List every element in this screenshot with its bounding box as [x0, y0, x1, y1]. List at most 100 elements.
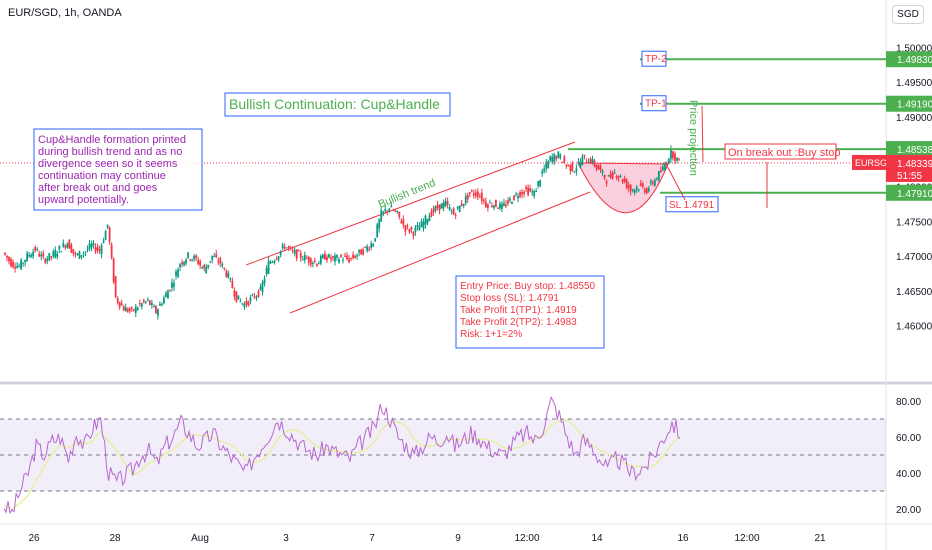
breakout-box[interactable]	[724, 143, 837, 160]
price-tick: 1.49500	[896, 78, 932, 89]
candle-body	[219, 258, 222, 264]
candle-body	[78, 251, 81, 259]
candle-body	[651, 182, 654, 184]
candle-body	[68, 239, 71, 249]
candle-body	[643, 188, 646, 193]
level-label: TP-2	[645, 54, 667, 65]
candle-body	[201, 267, 204, 269]
candle-body	[601, 170, 604, 173]
candle-body	[303, 254, 306, 261]
candle-body	[52, 251, 55, 257]
candle-body	[291, 250, 294, 252]
level-price-badge	[886, 51, 932, 68]
candle-body	[629, 184, 632, 192]
candle-body	[336, 254, 338, 258]
description-line: continuation may continue	[38, 170, 166, 182]
candle-body	[555, 156, 558, 160]
candle-body	[446, 201, 449, 205]
chart-title: Bullish Continuation: Cup&Handle	[229, 96, 440, 112]
candle-body	[245, 301, 248, 305]
candle-body	[448, 207, 451, 210]
candle-body	[545, 162, 548, 169]
candle-body	[60, 251, 63, 253]
rsi-axis[interactable]: 80.00 60.00 40.00 20.00	[896, 397, 921, 516]
candle-body	[464, 196, 467, 204]
candle-body	[30, 254, 33, 258]
description-line: upward potentially.	[38, 194, 129, 206]
candle-body	[499, 203, 501, 209]
candle-body	[360, 249, 363, 255]
candle-body	[38, 253, 41, 257]
candle-body	[233, 290, 236, 297]
candle-body	[167, 290, 169, 299]
candle-body	[603, 174, 606, 179]
candle-body	[271, 261, 274, 263]
cup-handle-shape[interactable]	[577, 162, 669, 214]
candle-body	[398, 211, 401, 217]
candle-body	[428, 215, 431, 222]
time-axis[interactable]: 26 28 Aug 3 7 9 12:00 14 16 12:00 21	[28, 533, 826, 544]
candle-body	[146, 299, 149, 301]
description-box[interactable]	[33, 128, 203, 211]
candle-body	[152, 306, 155, 308]
candle-body	[450, 211, 453, 213]
candle-body	[374, 238, 377, 242]
candle-body	[239, 300, 242, 302]
level-price-label: 1.49190	[897, 100, 932, 111]
candle-body	[98, 249, 101, 251]
candle-body	[191, 259, 194, 261]
candle-body	[637, 189, 640, 191]
candle-body	[557, 151, 560, 158]
projection-label: Price projection	[687, 100, 699, 176]
price-levels[interactable]: TP-2 TP-1 SL 1.4791	[568, 50, 886, 213]
candle-body	[486, 204, 489, 209]
level-price-label: 1.48538	[897, 145, 932, 156]
time-tick: 16	[677, 533, 689, 544]
candle-body	[112, 258, 115, 283]
level-price-label: 1.49830	[897, 55, 932, 66]
candle-body	[559, 154, 562, 159]
currency-button[interactable]: SGD	[892, 5, 924, 24]
candle-body	[605, 181, 608, 184]
candle-body	[670, 148, 672, 160]
candle-body	[529, 188, 532, 192]
candle-body	[416, 225, 419, 228]
rsi-tick: 20.00	[896, 505, 921, 516]
price-tick: 1.47000	[896, 252, 932, 263]
breakout-arrow[interactable]	[664, 161, 686, 201]
candle-body	[161, 304, 163, 306]
candle-body	[108, 227, 111, 242]
candle-body	[442, 202, 445, 209]
candle-body	[142, 300, 145, 303]
candle-body	[319, 255, 322, 264]
candle-body	[330, 257, 332, 260]
time-tick: 21	[814, 533, 826, 544]
bullish-channel[interactable]	[245, 141, 591, 314]
title-box[interactable]	[224, 92, 451, 117]
candle-body	[14, 266, 16, 269]
candle-body	[615, 176, 618, 179]
candle-body	[82, 253, 85, 255]
candle-body	[116, 297, 119, 303]
level-label-box	[641, 50, 667, 67]
candle-body	[412, 232, 415, 236]
time-tick: 12:00	[734, 533, 759, 544]
candle-body	[619, 175, 622, 177]
candle-body	[382, 211, 385, 213]
trade-plan-line: Entry Price: Buy stop: 1.48550	[460, 281, 596, 292]
candle-body	[434, 206, 437, 211]
candle-body	[56, 253, 59, 257]
candle-body	[513, 195, 515, 201]
candle-body	[76, 254, 79, 256]
candle-body	[462, 203, 465, 206]
candle-body	[402, 219, 405, 225]
projection-line[interactable]	[701, 105, 704, 163]
candle-body	[165, 293, 167, 298]
candle-body	[511, 201, 513, 204]
trade-plan-box[interactable]	[455, 275, 605, 349]
candle-body	[267, 260, 270, 274]
candle-body	[653, 180, 656, 186]
price-tick: 1.46500	[896, 287, 932, 298]
candle-body	[599, 166, 602, 171]
